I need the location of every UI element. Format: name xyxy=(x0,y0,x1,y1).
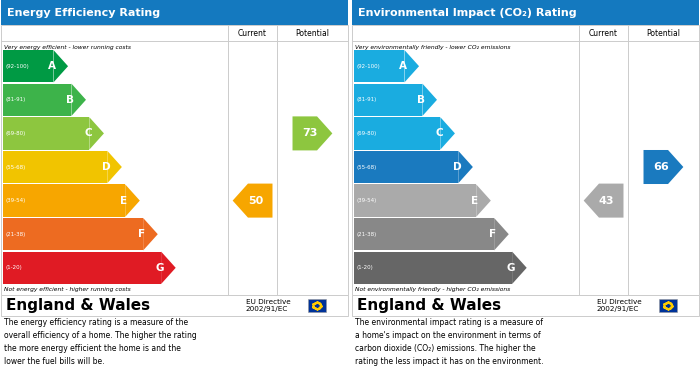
Text: 73: 73 xyxy=(302,128,317,138)
Text: Current: Current xyxy=(238,29,267,38)
Text: (39-54): (39-54) xyxy=(6,198,26,203)
Polygon shape xyxy=(405,50,419,83)
Text: C: C xyxy=(84,128,92,138)
Text: B: B xyxy=(417,95,425,105)
Polygon shape xyxy=(643,150,683,184)
Polygon shape xyxy=(144,218,158,250)
Text: D: D xyxy=(102,162,110,172)
Bar xyxy=(308,299,326,312)
Polygon shape xyxy=(512,251,526,284)
Bar xyxy=(354,117,440,150)
Text: (92-100): (92-100) xyxy=(356,64,380,69)
Text: G: G xyxy=(155,263,164,273)
Polygon shape xyxy=(53,50,68,83)
Bar xyxy=(659,299,677,312)
Text: (21-38): (21-38) xyxy=(356,232,377,237)
Text: 50: 50 xyxy=(248,196,263,206)
Bar xyxy=(354,218,494,250)
Polygon shape xyxy=(494,218,509,250)
Bar xyxy=(354,251,512,284)
Bar xyxy=(3,151,107,183)
Polygon shape xyxy=(161,251,176,284)
Bar xyxy=(354,84,422,116)
Bar xyxy=(3,117,90,150)
Polygon shape xyxy=(125,185,140,217)
Text: 66: 66 xyxy=(653,162,668,172)
Text: (81-91): (81-91) xyxy=(356,97,377,102)
Text: (69-80): (69-80) xyxy=(356,131,377,136)
Polygon shape xyxy=(476,185,491,217)
Text: England & Wales: England & Wales xyxy=(357,298,501,313)
Text: D: D xyxy=(452,162,461,172)
Polygon shape xyxy=(107,151,122,183)
Text: 2002/91/EC: 2002/91/EC xyxy=(596,306,639,312)
Bar xyxy=(352,295,699,316)
Polygon shape xyxy=(90,117,104,150)
Bar xyxy=(354,151,458,183)
Text: (39-54): (39-54) xyxy=(356,198,377,203)
Bar xyxy=(3,185,125,217)
Text: F: F xyxy=(138,229,146,239)
Text: B: B xyxy=(66,95,74,105)
Text: 2002/91/EC: 2002/91/EC xyxy=(246,306,288,312)
Text: (21-38): (21-38) xyxy=(6,232,26,237)
Text: A: A xyxy=(399,61,407,71)
Bar xyxy=(3,251,161,284)
Text: (1-20): (1-20) xyxy=(6,265,22,270)
Polygon shape xyxy=(293,117,332,151)
Bar xyxy=(1,295,348,316)
Text: E: E xyxy=(471,196,478,206)
Text: (55-68): (55-68) xyxy=(356,165,377,170)
Polygon shape xyxy=(440,117,455,150)
Text: C: C xyxy=(435,128,442,138)
Text: Potential: Potential xyxy=(646,29,680,38)
Polygon shape xyxy=(232,184,272,218)
Text: (92-100): (92-100) xyxy=(6,64,29,69)
Bar xyxy=(3,218,144,250)
Text: Potential: Potential xyxy=(295,29,330,38)
Text: Environmental Impact (CO₂) Rating: Environmental Impact (CO₂) Rating xyxy=(358,7,577,18)
Bar xyxy=(1,0,348,25)
Polygon shape xyxy=(422,84,437,116)
Text: 43: 43 xyxy=(598,196,614,206)
Text: Current: Current xyxy=(589,29,618,38)
Text: EU Directive: EU Directive xyxy=(246,299,290,305)
Text: (1-20): (1-20) xyxy=(356,265,373,270)
Polygon shape xyxy=(584,184,624,218)
Text: (69-80): (69-80) xyxy=(6,131,26,136)
Text: A: A xyxy=(48,61,56,71)
Text: G: G xyxy=(506,263,515,273)
Bar xyxy=(354,185,476,217)
Text: Energy Efficiency Rating: Energy Efficiency Rating xyxy=(7,7,160,18)
Bar xyxy=(3,84,71,116)
Text: The environmental impact rating is a measure of
a home's impact on the environme: The environmental impact rating is a mea… xyxy=(355,318,543,366)
Text: EU Directive: EU Directive xyxy=(596,299,641,305)
Polygon shape xyxy=(458,151,473,183)
Bar xyxy=(3,50,53,83)
Bar xyxy=(352,25,699,295)
Polygon shape xyxy=(71,84,86,116)
Text: Very energy efficient - lower running costs: Very energy efficient - lower running co… xyxy=(4,45,131,50)
Bar xyxy=(352,0,699,25)
Text: Not environmentally friendly - higher CO₂ emissions: Not environmentally friendly - higher CO… xyxy=(355,287,510,292)
Text: Very environmentally friendly - lower CO₂ emissions: Very environmentally friendly - lower CO… xyxy=(355,45,510,50)
Text: (55-68): (55-68) xyxy=(6,165,26,170)
Text: F: F xyxy=(489,229,496,239)
Text: E: E xyxy=(120,196,127,206)
Text: The energy efficiency rating is a measure of the
overall efficiency of a home. T: The energy efficiency rating is a measur… xyxy=(4,318,197,366)
Text: Not energy efficient - higher running costs: Not energy efficient - higher running co… xyxy=(4,287,131,292)
Bar xyxy=(1,25,348,295)
Text: England & Wales: England & Wales xyxy=(6,298,150,313)
Bar xyxy=(354,50,405,83)
Text: (81-91): (81-91) xyxy=(6,97,26,102)
